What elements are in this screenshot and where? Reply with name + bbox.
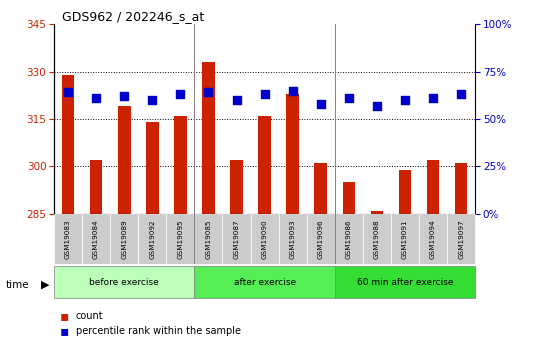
Bar bbox=[54, 214, 82, 264]
Bar bbox=[118, 106, 131, 214]
Point bbox=[176, 91, 185, 97]
Bar bbox=[90, 160, 103, 214]
Bar bbox=[370, 211, 383, 214]
Point bbox=[260, 91, 269, 97]
Text: GSM19095: GSM19095 bbox=[177, 219, 184, 259]
Bar bbox=[258, 116, 271, 214]
Bar bbox=[194, 214, 222, 264]
Bar bbox=[447, 214, 475, 264]
Bar bbox=[222, 214, 251, 264]
Text: after exercise: after exercise bbox=[233, 277, 296, 287]
Bar bbox=[174, 116, 187, 214]
Bar bbox=[391, 214, 419, 264]
Text: 60 min after exercise: 60 min after exercise bbox=[357, 277, 453, 287]
Text: GSM19083: GSM19083 bbox=[65, 219, 71, 259]
Bar bbox=[427, 160, 440, 214]
Bar bbox=[230, 160, 243, 214]
Bar bbox=[363, 214, 391, 264]
Bar bbox=[335, 266, 475, 298]
Text: GSM19092: GSM19092 bbox=[149, 219, 156, 259]
Bar bbox=[419, 214, 447, 264]
Point bbox=[345, 95, 353, 101]
Bar bbox=[166, 214, 194, 264]
Text: ▪: ▪ bbox=[59, 324, 69, 338]
Point bbox=[288, 88, 297, 93]
Point bbox=[64, 90, 72, 95]
Text: GSM19084: GSM19084 bbox=[93, 219, 99, 259]
Point bbox=[429, 95, 437, 101]
Bar bbox=[138, 214, 166, 264]
Text: GDS962 / 202246_s_at: GDS962 / 202246_s_at bbox=[63, 10, 205, 23]
Point bbox=[316, 101, 325, 107]
Text: GSM19093: GSM19093 bbox=[289, 219, 296, 259]
Bar bbox=[342, 182, 355, 214]
Bar bbox=[110, 214, 138, 264]
Bar bbox=[455, 163, 468, 214]
Text: GSM19086: GSM19086 bbox=[346, 219, 352, 259]
Text: time: time bbox=[5, 280, 29, 289]
Bar bbox=[314, 163, 327, 214]
Bar bbox=[286, 94, 299, 214]
Text: GSM19089: GSM19089 bbox=[121, 219, 127, 259]
Point bbox=[204, 90, 213, 95]
Text: before exercise: before exercise bbox=[89, 277, 159, 287]
Text: GSM19090: GSM19090 bbox=[261, 219, 268, 259]
Bar bbox=[146, 122, 159, 214]
Bar bbox=[202, 62, 215, 214]
Text: ▶: ▶ bbox=[40, 280, 49, 289]
Bar bbox=[335, 214, 363, 264]
Text: GSM19085: GSM19085 bbox=[205, 219, 212, 259]
Bar bbox=[54, 266, 194, 298]
Text: GSM19096: GSM19096 bbox=[318, 219, 324, 259]
Point bbox=[120, 93, 129, 99]
Bar bbox=[194, 266, 335, 298]
Bar bbox=[62, 75, 75, 214]
Text: GSM19087: GSM19087 bbox=[233, 219, 240, 259]
Point bbox=[92, 95, 100, 101]
Text: GSM19094: GSM19094 bbox=[430, 219, 436, 259]
Text: count: count bbox=[76, 311, 103, 321]
Bar bbox=[251, 214, 279, 264]
Text: ▪: ▪ bbox=[59, 309, 69, 323]
Bar bbox=[307, 214, 335, 264]
Bar bbox=[279, 214, 307, 264]
Point bbox=[232, 97, 241, 103]
Point bbox=[148, 97, 157, 103]
Text: percentile rank within the sample: percentile rank within the sample bbox=[76, 326, 241, 336]
Text: GSM19088: GSM19088 bbox=[374, 219, 380, 259]
Point bbox=[457, 91, 465, 97]
Bar bbox=[82, 214, 110, 264]
Point bbox=[401, 97, 409, 103]
Text: GSM19091: GSM19091 bbox=[402, 219, 408, 259]
Point bbox=[373, 103, 381, 108]
Bar bbox=[399, 170, 411, 214]
Text: GSM19097: GSM19097 bbox=[458, 219, 464, 259]
